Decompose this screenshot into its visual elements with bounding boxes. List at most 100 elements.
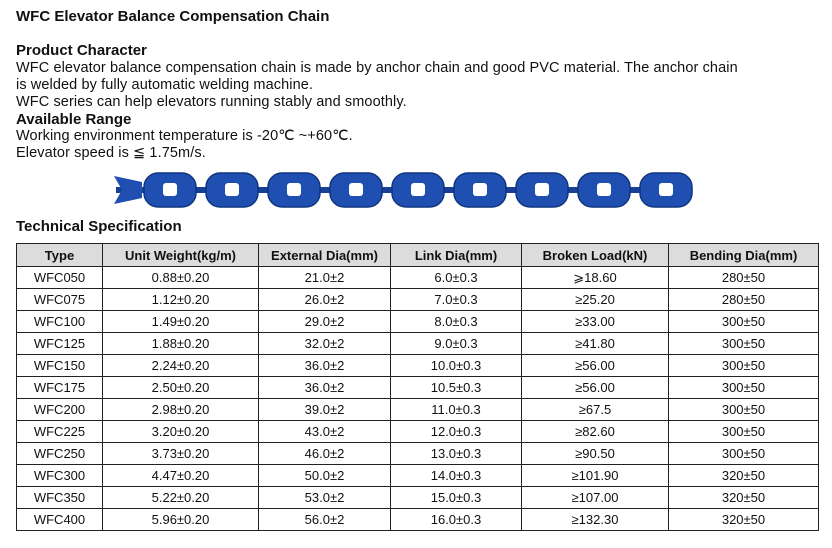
column-header: Unit Weight(kg/m)	[102, 243, 259, 267]
product-character-line: WFC elevator balance compensation chain …	[16, 60, 738, 76]
chain-end	[114, 176, 142, 204]
product-character-heading: Product Character	[16, 42, 147, 59]
table-cell: 10.5±0.3	[390, 376, 522, 399]
table-cell: 12.0±0.3	[390, 420, 522, 443]
table-cell: 16.0±0.3	[390, 508, 522, 531]
table-cell: 7.0±0.3	[390, 288, 522, 311]
product-character-line: WFC series can help elevators running st…	[16, 94, 407, 110]
table-cell: 29.0±2	[258, 310, 391, 333]
table-cell: 9.0±0.3	[390, 332, 522, 355]
table-cell: WFC125	[16, 332, 103, 355]
table-cell: 0.88±0.20	[102, 266, 259, 289]
chain-link-hole	[287, 183, 301, 196]
table-cell: 26.0±2	[258, 288, 391, 311]
table-cell: 32.0±2	[258, 332, 391, 355]
table-cell: 320±50	[668, 486, 819, 509]
table-row: WFC100 1.49±0.20 29.0±2 8.0±0.3 ≥33.00 300±50	[16, 310, 819, 333]
table-cell: 21.0±2	[258, 266, 391, 289]
table-row: WFC175 2.50±0.20 36.0±2 10.5±0.3 ≥56.00 300±5…	[16, 376, 819, 399]
table-cell: ≥107.00	[521, 486, 669, 509]
table-cell: 300±50	[668, 398, 819, 421]
page-title: WFC Elevator Balance Compensation Chain	[16, 8, 330, 25]
table-cell: 300±50	[668, 310, 819, 333]
table-row: WFC075 1.12±0.20 26.0±2 7.0±0.3 ≥25.20 280±50	[16, 288, 819, 311]
table-cell: WFC250	[16, 442, 103, 465]
table-row: WFC125 1.88±0.20 32.0±2 9.0±0.3 ≥41.80 300±50	[16, 332, 819, 355]
table-cell: 2.98±0.20	[102, 398, 259, 421]
table-cell: 14.0±0.3	[390, 464, 522, 487]
chain-link-hole	[473, 183, 487, 196]
table-cell: 46.0±2	[258, 442, 391, 465]
table-cell: 3.20±0.20	[102, 420, 259, 443]
table-cell: 39.0±2	[258, 398, 391, 421]
table-cell: WFC050	[16, 266, 103, 289]
table-cell: 280±50	[668, 288, 819, 311]
table-cell: ≥82.60	[521, 420, 669, 443]
chain-link-hole	[597, 183, 611, 196]
chain-link-hole	[225, 183, 239, 196]
table-cell: ≥67.5	[521, 398, 669, 421]
table-cell: 300±50	[668, 442, 819, 465]
table-cell: 15.0±0.3	[390, 486, 522, 509]
table-row: WFC350 5.22±0.20 53.0±2 15.0±0.3 ≥107.00 320±…	[16, 486, 819, 509]
table-cell: 8.0±0.3	[390, 310, 522, 333]
table-cell: ≥101.90	[521, 464, 669, 487]
chain-image	[114, 172, 693, 208]
table-cell: 320±50	[668, 508, 819, 531]
chain-link-hole	[659, 183, 673, 196]
table-cell: 50.0±2	[258, 464, 391, 487]
table-cell: ⩾18.60	[521, 266, 669, 289]
table-cell: 300±50	[668, 420, 819, 443]
table-cell: WFC350	[16, 486, 103, 509]
table-cell: WFC075	[16, 288, 103, 311]
spec-table: Type Unit Weight(kg/m) External Dia(mm) Lin…	[16, 243, 819, 531]
table-cell: 36.0±2	[258, 354, 391, 377]
table-cell: 2.50±0.20	[102, 376, 259, 399]
table-cell: 53.0±2	[258, 486, 391, 509]
available-range-heading: Available Range	[16, 111, 132, 128]
table-cell: 280±50	[668, 266, 819, 289]
table-cell: 10.0±0.3	[390, 354, 522, 377]
table-cell: 2.24±0.20	[102, 354, 259, 377]
chain-link-hole	[535, 183, 549, 196]
chain-link-hole	[411, 183, 425, 196]
table-cell: 36.0±2	[258, 376, 391, 399]
table-cell: WFC200	[16, 398, 103, 421]
table-cell: ≥25.20	[521, 288, 669, 311]
table-cell: 1.49±0.20	[102, 310, 259, 333]
table-cell: WFC100	[16, 310, 103, 333]
table-row: WFC150 2.24±0.20 36.0±2 10.0±0.3 ≥56.00 300±5…	[16, 354, 819, 377]
column-header: Broken Load(kN)	[521, 243, 669, 267]
table-row: WFC250 3.73±0.20 46.0±2 13.0±0.3 ≥90.50 300±5…	[16, 442, 819, 465]
chain-link-hole	[349, 183, 363, 196]
table-cell: WFC400	[16, 508, 103, 531]
table-cell: 4.47±0.20	[102, 464, 259, 487]
table-cell: 43.0±2	[258, 420, 391, 443]
available-range-line: Elevator speed is ≦ 1.75m/s.	[16, 145, 206, 161]
product-character-line: is welded by fully automatic welding mac…	[16, 77, 314, 93]
table-cell: ≥56.00	[521, 376, 669, 399]
available-range-line: Working environment temperature is -20℃ …	[16, 128, 353, 144]
table-row: WFC050 0.88±0.20 21.0±2 6.0±0.3 ⩾18.60 280±50	[16, 266, 819, 289]
table-cell: ≥41.80	[521, 332, 669, 355]
table-cell: WFC225	[16, 420, 103, 443]
table-cell: ≥132.30	[521, 508, 669, 531]
table-row: WFC200 2.98±0.20 39.0±2 11.0±0.3 ≥67.5 300±50	[16, 398, 819, 421]
table-cell: ≥90.50	[521, 442, 669, 465]
table-cell: ≥33.00	[521, 310, 669, 333]
column-header: Link Dia(mm)	[390, 243, 522, 267]
table-cell: 300±50	[668, 376, 819, 399]
table-cell: 6.0±0.3	[390, 266, 522, 289]
table-cell: ≥56.00	[521, 354, 669, 377]
table-cell: 3.73±0.20	[102, 442, 259, 465]
spec-heading: Technical Specification	[16, 218, 182, 235]
table-row: WFC300 4.47±0.20 50.0±2 14.0±0.3 ≥101.90 320±…	[16, 464, 819, 487]
table-cell: 5.22±0.20	[102, 486, 259, 509]
table-cell: 5.96±0.20	[102, 508, 259, 531]
column-header: Type	[16, 243, 103, 267]
table-row: WFC225 3.20±0.20 43.0±2 12.0±0.3 ≥82.60 300±5…	[16, 420, 819, 443]
table-cell: 1.88±0.20	[102, 332, 259, 355]
table-cell: 13.0±0.3	[390, 442, 522, 465]
table-cell: 320±50	[668, 464, 819, 487]
table-cell: WFC300	[16, 464, 103, 487]
